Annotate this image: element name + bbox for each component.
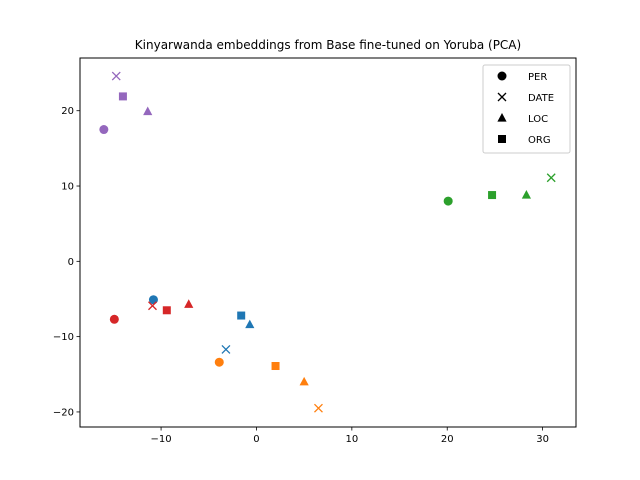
plot-frame: [79, 57, 577, 428]
data-point-square: [162, 306, 171, 315]
legend-marker-square: [498, 135, 506, 143]
x-tick-label: 30: [536, 434, 549, 445]
data-point-triangle: [184, 299, 194, 308]
axis-ticks: −10 0 10 20 30 −20 −10 0 10 20: [53, 106, 549, 445]
legend-box: [482, 64, 571, 154]
legend-label: PER: [528, 72, 547, 83]
data-point-x: [546, 173, 556, 183]
x-tick-label: 10: [345, 434, 358, 445]
data-point-triangle: [245, 319, 255, 329]
x-tick-label: −10: [151, 434, 172, 445]
x-tick-label: 20: [441, 434, 454, 445]
legend-marker-triangle: [497, 113, 507, 122]
data-point-triangle: [521, 190, 531, 199]
data-point-square: [237, 311, 246, 320]
data-point-square: [118, 92, 127, 101]
legend-label: ORG: [528, 135, 551, 146]
chart-title: Kinyarwanda embeddings from Base fine-tu…: [135, 38, 521, 52]
data-point-square: [271, 362, 280, 371]
y-tick-label: −20: [53, 407, 74, 418]
data-point-x: [148, 301, 157, 311]
legend: PER DATE LOC ORG: [482, 64, 571, 154]
x-tick-label: 0: [253, 434, 259, 445]
data-point-triangle: [299, 376, 309, 386]
legend-label: DATE: [528, 93, 554, 104]
y-tick-label: 20: [61, 106, 74, 117]
data-point-triangle: [143, 106, 153, 116]
data-point-circle: [99, 125, 109, 135]
y-tick-label: −10: [53, 332, 74, 343]
data-point-square: [488, 191, 497, 200]
data-points: [99, 71, 556, 413]
legend-marker-circle: [497, 71, 507, 81]
data-point-x: [221, 344, 231, 354]
legend-label: LOC: [528, 114, 548, 125]
data-point-circle: [443, 196, 453, 206]
data-point-circle: [109, 314, 119, 324]
y-tick-label: 0: [68, 257, 74, 268]
legend-marker-x: [497, 92, 507, 102]
data-point-x: [314, 403, 323, 413]
y-tick-label: 10: [61, 182, 74, 193]
data-point-circle: [214, 357, 224, 367]
data-point-x: [111, 71, 121, 81]
